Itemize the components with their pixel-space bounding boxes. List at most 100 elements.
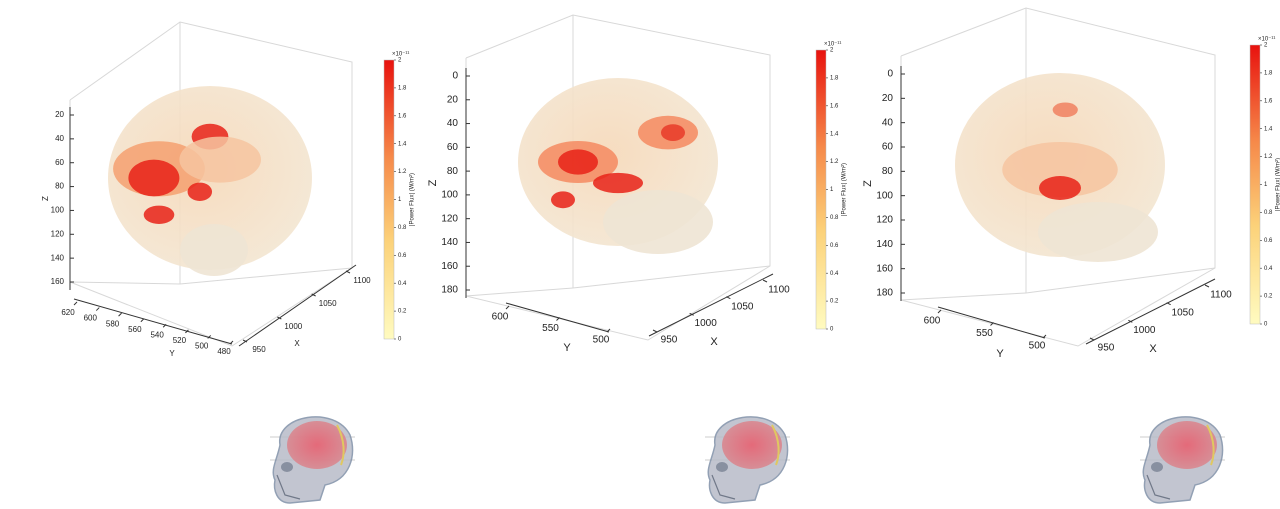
x-axis-label: X	[710, 336, 718, 348]
colorbar-tick-label: 0.6	[398, 253, 407, 259]
z-axis-label: Z	[41, 196, 50, 201]
y-tick-label: 620	[61, 308, 75, 317]
y-tick-label: 560	[128, 325, 142, 334]
cerebellum	[180, 224, 248, 276]
y-tick-label: 500	[195, 342, 209, 351]
y-tick	[207, 335, 212, 339]
z-tick-label: 140	[876, 239, 893, 250]
eye-socket	[1151, 462, 1163, 472]
skull-brain	[287, 421, 347, 469]
z-tick-label: 100	[441, 190, 458, 201]
eye-socket	[716, 462, 728, 472]
z-tick-label: 20	[447, 94, 459, 105]
skull-brain	[722, 421, 782, 469]
x-axis	[238, 264, 357, 347]
y-axis	[505, 302, 610, 333]
y-axis	[73, 298, 233, 345]
colorbar-tick-label: 0.4	[830, 271, 839, 277]
colorbar-tick-label: 1.8	[1264, 70, 1273, 76]
colorbar-exponent: ×10⁻¹¹	[392, 52, 409, 58]
y-tick-label: 500	[593, 335, 610, 346]
skull-thumbnail	[270, 416, 355, 504]
x-tick-label: 950	[661, 335, 678, 346]
y-tick	[505, 305, 510, 310]
colorbar-tick-label: 0.2	[398, 309, 407, 315]
colorbar-tick-label: 0.4	[398, 281, 407, 287]
electrode	[336, 424, 345, 466]
y-tick-label: 600	[924, 316, 941, 327]
colorbar-tick-label: 0.6	[830, 243, 839, 249]
colorbar-tick-label: 1	[398, 197, 402, 203]
y-tick	[95, 307, 100, 311]
colorbar-tick-label: 0.4	[1264, 266, 1273, 272]
z-tick-label: 60	[882, 142, 894, 153]
activation-region	[661, 124, 685, 141]
colorbar-tick-label: 1.4	[1264, 126, 1273, 132]
colorbar-tick-label: 1	[830, 187, 834, 193]
skull-thumbnail	[1140, 416, 1225, 504]
y-tick-label: 550	[542, 323, 559, 334]
colorbar-tick-label: 0	[398, 337, 402, 343]
y-tick-label: 520	[173, 336, 187, 345]
activation-region	[1039, 176, 1081, 200]
z-tick-label: 120	[876, 215, 893, 226]
z-tick-label: 80	[55, 182, 64, 191]
axes-frame	[465, 287, 574, 297]
x-tick-label: 1000	[284, 322, 302, 331]
colorbar-tick-label: 1.4	[398, 141, 407, 147]
activation-region	[1052, 102, 1078, 118]
y-tick	[73, 301, 78, 306]
colorbar-tick-label: 1.2	[830, 159, 839, 165]
colorbar-tick-label: 0	[830, 327, 834, 333]
activation-region	[187, 182, 213, 201]
axes-frame	[900, 292, 1027, 301]
colorbar-tick-label: 0.6	[1264, 238, 1273, 244]
z-tick-label: 60	[55, 158, 64, 167]
colorbar-tick-label: 2	[398, 58, 402, 64]
x-tick-label: 950	[252, 345, 266, 354]
y-tick-label: 500	[1029, 341, 1046, 352]
cerebellum	[603, 190, 713, 254]
y-tick-label: 550	[976, 328, 993, 339]
y-tick	[937, 309, 942, 314]
colorbar-label: |Power Flux| (W/m²)	[842, 163, 848, 216]
colorbar-tick-label: 1.4	[830, 131, 839, 137]
y-tick-label: 600	[84, 314, 98, 323]
y-axis-label: Y	[996, 348, 1004, 360]
colorbar-tick-label: 2	[830, 48, 834, 54]
electrode	[771, 424, 780, 466]
y-tick-label: 540	[150, 330, 164, 339]
activation-region	[593, 172, 643, 194]
x-tick-label: 1050	[319, 299, 337, 308]
z-tick-label: 0	[887, 69, 893, 80]
x-tick	[311, 293, 316, 297]
colorbar-tick-label: 0.8	[830, 215, 839, 221]
axes-frame	[179, 267, 353, 285]
x-tick-label: 1000	[695, 318, 718, 329]
z-tick-label: 140	[51, 253, 65, 262]
colorbar-label: |Power Flux| (W/m²)	[410, 173, 416, 226]
activation-region	[143, 205, 175, 224]
x-axis	[1085, 278, 1216, 345]
skull-jaw	[711, 474, 736, 500]
x-axis-label: X	[1149, 343, 1157, 355]
colorbar-tick-label: 1.6	[1264, 98, 1273, 104]
z-tick-label: 180	[441, 285, 458, 296]
axes-frame	[69, 281, 181, 285]
z-tick-label: 80	[882, 166, 894, 177]
x-axis	[648, 273, 774, 337]
z-tick-label: 0	[452, 71, 458, 82]
axes-frame	[572, 265, 771, 289]
skull-thumbnail	[705, 416, 790, 504]
z-tick-label: 80	[447, 166, 459, 177]
x-tick-label: 1050	[1172, 307, 1195, 318]
colorbar-tick-label: 0.2	[1264, 294, 1273, 300]
activation-region	[179, 136, 261, 183]
z-tick-label: 120	[51, 229, 65, 238]
activation-region	[558, 149, 598, 175]
z-tick-label: 40	[447, 118, 459, 129]
colorbar-tick-label: 1.2	[1264, 154, 1273, 160]
z-tick-label: 160	[876, 263, 893, 274]
x-tick-label: 1050	[731, 301, 754, 312]
